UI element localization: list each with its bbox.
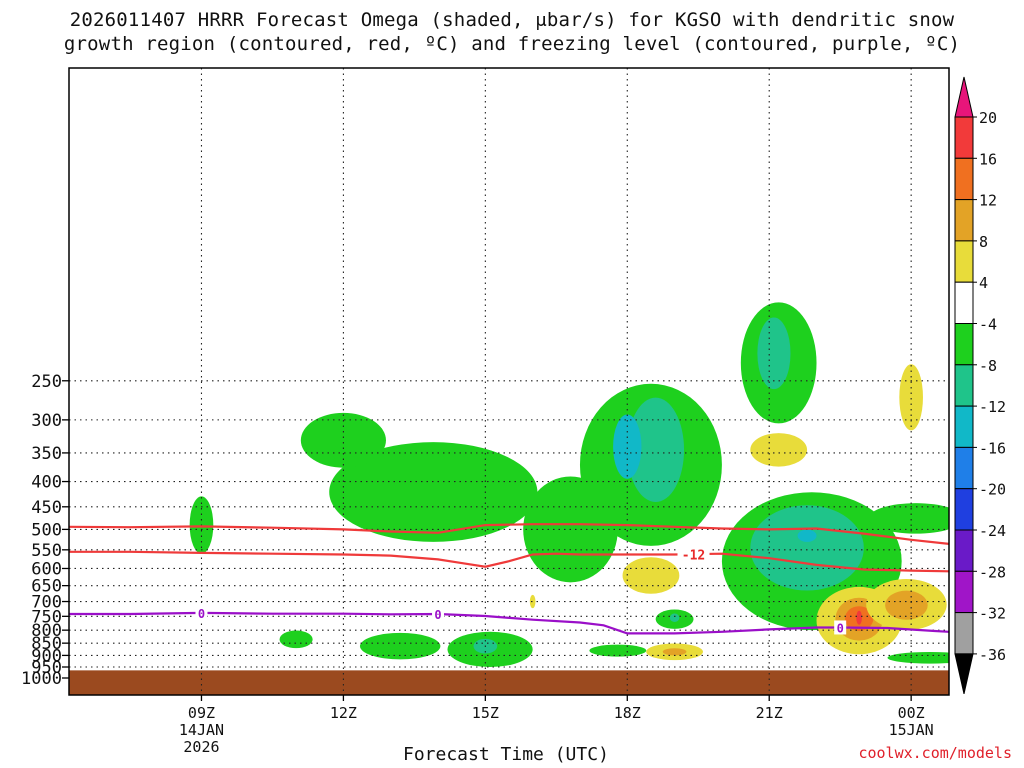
freezing-level-label: 0	[837, 621, 844, 635]
colorbar-label: -24	[979, 522, 1006, 540]
colorbar-label: 20	[979, 109, 997, 127]
dgz-contour-line	[69, 523, 949, 545]
colorbar-label: 12	[979, 192, 997, 210]
omega-region	[856, 610, 862, 625]
freezing-label-bg	[834, 620, 847, 635]
colorbar-swatch	[954, 488, 974, 531]
x-tick-date: 14JAN	[179, 721, 224, 739]
colorbar-label: -36	[979, 646, 1006, 664]
y-tick-label: 250	[31, 372, 62, 392]
omega-region	[750, 433, 808, 467]
plot-frame	[68, 67, 950, 696]
freezing-level-label: 0	[434, 608, 441, 622]
colorbar-swatch	[954, 323, 974, 366]
colorbar-swatch	[954, 157, 974, 201]
dgz-label-bg	[677, 546, 710, 563]
y-tick-label: 600	[31, 559, 62, 579]
freezing-label-bg	[195, 605, 208, 620]
colorbar-label: -28	[979, 563, 1006, 581]
grid-layer	[69, 68, 949, 695]
y-tick-label: 800	[31, 621, 62, 641]
omega-region	[868, 503, 949, 534]
colorbar-legend: 20 16 12 8 4 -4 -8 -12 -16 -20 -24 -28 -32 -36	[954, 76, 1006, 695]
colorbar-label: -20	[979, 481, 1006, 499]
omega-region	[329, 442, 538, 542]
x-tick-year: 2026	[183, 738, 219, 756]
y-axis: 2503003504004505005506006507007508008509…	[21, 372, 69, 689]
colorbar-swatch	[954, 529, 974, 572]
colorbar-swatch	[954, 570, 974, 614]
y-tick-label: 450	[31, 498, 62, 518]
colorbar-label: -4	[979, 316, 997, 334]
y-tick-label: 350	[31, 444, 62, 464]
colorbar-swatch	[954, 405, 974, 448]
freezing-label-bg	[432, 607, 445, 622]
colorbar-bottom-arrow	[954, 653, 974, 695]
dgz-contour-label: -12	[682, 548, 705, 563]
colorbar-label: -8	[979, 357, 997, 375]
y-tick-label: 950	[31, 658, 62, 678]
omega-region	[279, 630, 313, 649]
y-tick-label: 900	[31, 646, 62, 666]
omega-region	[750, 505, 864, 591]
x-axis-label: Forecast Time (UTC)	[403, 744, 609, 765]
ground-fill	[69, 670, 949, 695]
colorbar-label: 8	[979, 233, 988, 251]
x-tick-label: 21Z	[756, 704, 783, 722]
omega-region	[300, 412, 386, 468]
omega-region	[662, 648, 687, 656]
colorbar-swatch	[954, 240, 974, 283]
x-tick-label: 18Z	[614, 704, 641, 722]
colorbar-swatch	[954, 281, 974, 325]
y-tick-label: 700	[31, 593, 62, 613]
chart-title-line-2: growth region (contoured, red, ºC) and f…	[63, 33, 961, 55]
freezing-level-label: 0	[198, 607, 205, 621]
omega-region	[627, 397, 685, 502]
colorbar-top-arrow	[954, 76, 974, 118]
x-tick-date: 15JAN	[889, 721, 934, 739]
ground-layer	[69, 670, 949, 695]
colorbar-label: -12	[979, 398, 1006, 416]
colorbar-swatch	[954, 116, 974, 159]
dgz-contour-line	[69, 550, 949, 573]
x-tick-label: 09Z	[188, 704, 215, 722]
omega-region	[359, 632, 441, 660]
x-tick-label: 12Z	[330, 704, 357, 722]
omega-region	[669, 613, 680, 622]
y-tick-label: 500	[31, 520, 62, 540]
omega-region	[613, 414, 642, 479]
colorbar-label: 16	[979, 150, 997, 168]
y-tick-label: 850	[31, 634, 62, 654]
omega-region	[529, 594, 536, 609]
colorbar-swatch	[954, 199, 974, 242]
colorbar-swatch	[954, 612, 974, 655]
contour-layer: -12 0 0 0	[69, 523, 949, 635]
omega-region	[757, 317, 791, 390]
colorbar-swatch	[954, 364, 974, 407]
omega-region	[885, 590, 928, 620]
credit-text[interactable]: coolwx.com/models	[858, 744, 1012, 762]
y-tick-label: 400	[31, 473, 62, 493]
omega-region	[797, 529, 817, 542]
colorbar-swatch	[954, 446, 974, 490]
chart-title-line-1: 2026011407 HRRR Forecast Omega (shaded, …	[69, 9, 955, 31]
colorbar-label: -32	[979, 605, 1006, 623]
omega-region	[589, 644, 647, 657]
y-tick-label: 550	[31, 541, 62, 561]
omega-region	[622, 557, 680, 594]
y-tick-label: 650	[31, 577, 62, 597]
x-tick-label: 00Z	[898, 704, 925, 722]
y-tick-label: 750	[31, 607, 62, 627]
x-tick-label: 15Z	[472, 704, 499, 722]
y-tick-label: 1000	[21, 669, 62, 689]
omega-shading-layer	[189, 302, 949, 668]
colorbar-label: 4	[979, 274, 988, 292]
colorbar-label: -16	[979, 439, 1006, 457]
y-tick-label: 300	[31, 411, 62, 431]
